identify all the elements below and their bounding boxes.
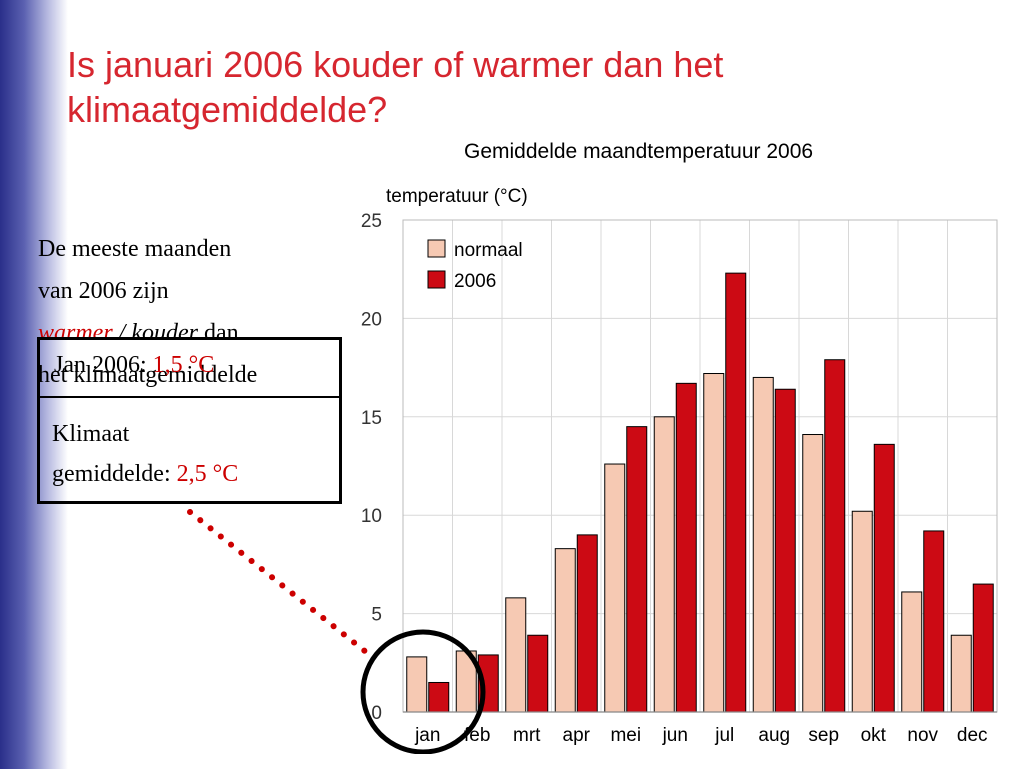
bar-2006-jan <box>428 681 450 713</box>
y-tick-label: 25 <box>361 211 382 232</box>
bar-2006-okt <box>873 443 895 713</box>
body-line-1: De meeste maanden <box>38 236 232 262</box>
y-tick-label: 20 <box>361 309 382 330</box>
chart-title: Gemiddelde maandtemperatuur 2006 <box>464 140 813 163</box>
box-row2-line2: gemiddelde: 2,5 °C <box>52 454 339 494</box>
body-line-3: warmer / kouder dan <box>38 312 368 354</box>
chart-bars <box>406 272 994 713</box>
x-tick-label: jan <box>414 725 440 746</box>
bar-normaal-apr <box>554 548 576 713</box>
x-tick-label: sep <box>808 725 839 746</box>
box-row2-value: 2,5 °C <box>176 461 239 487</box>
y-tick-label: 15 <box>361 408 382 429</box>
chart-panel: Gemiddelde maandtemperatuur 2006 tempera… <box>360 130 1000 755</box>
bar-2006-jul <box>725 272 747 713</box>
bar-2006-nov <box>923 530 945 713</box>
bar-normaal-nov <box>901 591 923 713</box>
bar-normaal-dec <box>950 634 972 713</box>
comparison-box: Jan 2006: 1,5 °C Klimaat gemiddelde: 2,5… <box>37 337 342 504</box>
temperature-bar-chart: Gemiddelde maandtemperatuur 2006 tempera… <box>360 140 998 755</box>
x-tick-label: mei <box>610 725 641 746</box>
bar-normaal-mrt <box>505 597 527 713</box>
legend-label-2006: 2006 <box>454 271 496 292</box>
chart-legend: normaal 2006 <box>427 239 523 292</box>
x-tick-label: jul <box>714 725 734 746</box>
highlight-circle <box>360 629 486 755</box>
box-row1-value: 1,5 °C <box>152 352 215 378</box>
body-line-2: van 2006 zijn <box>38 278 169 304</box>
chart-y-axis-label: temperatuur (°C) <box>386 186 528 207</box>
box-row1-label: Jan 2006: <box>54 352 153 378</box>
bar-2006-sep <box>824 359 846 713</box>
body-word-warmer: warmer <box>38 320 113 346</box>
legend-swatch-2006 <box>427 270 446 289</box>
bar-normaal-mei <box>604 463 626 713</box>
x-tick-label: okt <box>861 725 887 746</box>
bar-2006-mrt <box>527 634 549 713</box>
legend-swatch-normaal <box>427 239 446 258</box>
y-tick-label: 0 <box>371 703 382 724</box>
chart-gridlines <box>403 219 997 712</box>
bar-2006-dec <box>972 583 994 713</box>
bar-normaal-aug <box>752 376 774 713</box>
slide-body-text: De meeste maanden van 2006 zijn warmer /… <box>38 228 368 396</box>
x-tick-label: mrt <box>513 725 541 746</box>
body-word-dan: dan <box>198 320 239 346</box>
box-row-climate-average: Klimaat gemiddelde: 2,5 °C <box>40 398 339 494</box>
bar-2006-apr <box>576 534 598 713</box>
y-tick-label: 10 <box>361 506 382 527</box>
box-row-jan-2006: Jan 2006: 1,5 °C <box>40 340 339 398</box>
x-tick-label: jun <box>662 725 688 746</box>
chart-annotations <box>360 629 486 755</box>
bar-2006-aug <box>774 388 796 713</box>
legend-label-normaal: normaal <box>454 240 523 261</box>
x-tick-label: apr <box>563 725 591 746</box>
body-line-4: het klimaatgemiddelde <box>38 362 258 388</box>
bar-normaal-jul <box>703 373 725 713</box>
bar-normaal-okt <box>851 510 873 713</box>
x-tick-label: dec <box>957 725 988 746</box>
body-separator: / <box>112 320 132 346</box>
bar-2006-jun <box>675 382 697 713</box>
bar-normaal-jun <box>653 416 675 713</box>
x-tick-label: nov <box>907 725 938 746</box>
slide-title: Is januari 2006 kouder of warmer dan het… <box>67 44 724 130</box>
side-gradient-bar <box>0 0 68 769</box>
bar-normaal-jan <box>406 656 428 713</box>
box-row2-label-line1: Klimaat <box>52 421 130 447</box>
x-tick-label: aug <box>758 725 790 746</box>
body-word-kouder: kouder <box>131 320 198 346</box>
bar-normaal-sep <box>802 434 824 713</box>
box-row2-label-line2: gemiddelde: <box>52 461 177 487</box>
y-tick-label: 5 <box>371 605 382 626</box>
dotted-connector-line <box>187 509 369 655</box>
bar-2006-mei <box>626 426 648 713</box>
